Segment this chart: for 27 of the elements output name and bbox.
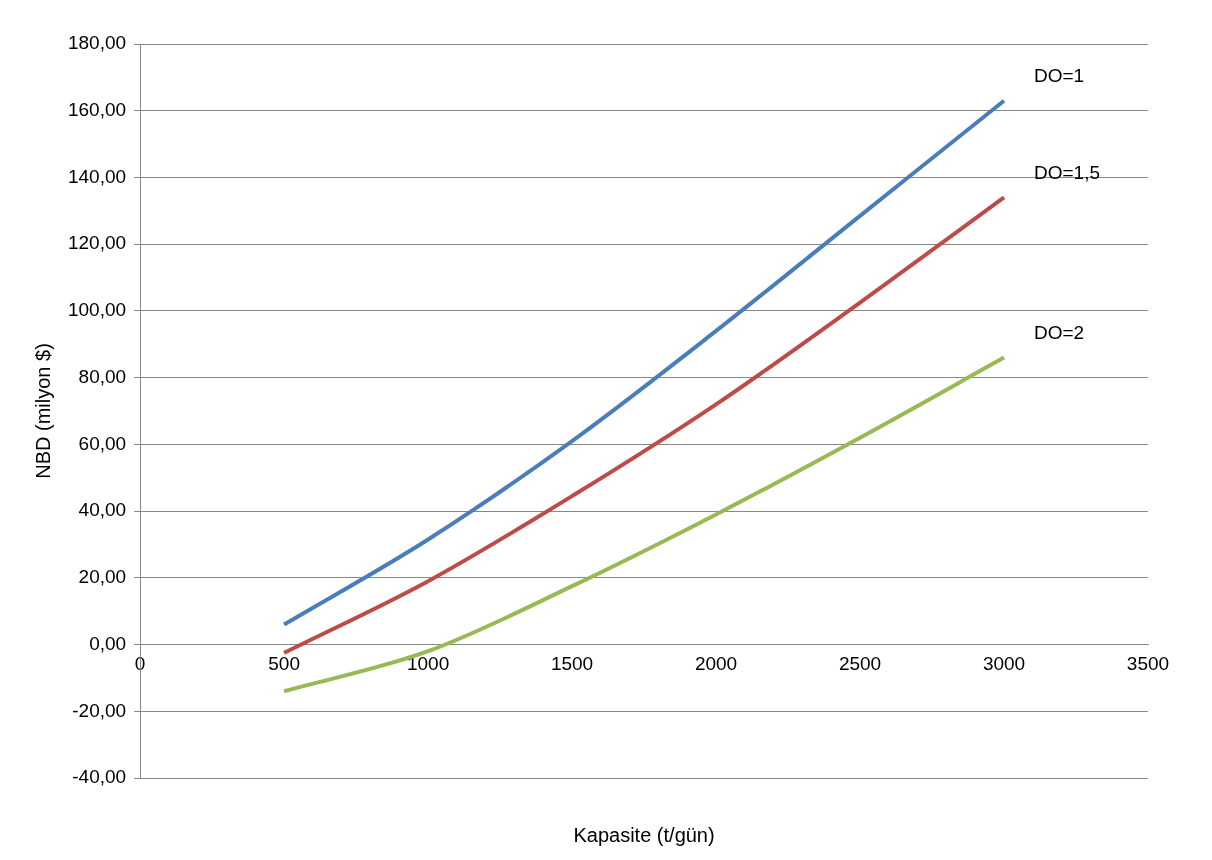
line-series [282,195,1007,655]
x-tick-label: 2500 [838,653,882,675]
x-tick-label: 3000 [982,653,1026,675]
x-axis-title: Kapasite (t/gün) [573,823,715,846]
y-tick-label: 60,00 [78,432,127,454]
y-tick-label: 160,00 [67,98,127,120]
x-tick-label: 1500 [550,653,594,675]
series-label: DO=2 [1034,321,1085,343]
y-tick-label: 80,00 [78,365,127,387]
y-tick-label: 0,00 [89,632,127,654]
x-tick-label: 1000 [406,653,450,675]
y-tick-label: -40,00 [72,766,127,788]
x-tick-label: 3500 [1126,653,1170,675]
y-tick-label: 120,00 [67,232,127,254]
y-axis-title: NBD (milyon $) [31,343,54,479]
series-label: DO=1 [1034,64,1085,86]
x-tick-label: 500 [268,653,300,675]
line-series [282,98,1007,627]
y-tick-label: 40,00 [78,499,127,521]
x-tick-label: 2000 [694,653,738,675]
y-tick-label: 100,00 [67,299,127,321]
x-tick-label: 0 [134,653,146,675]
y-tick-label: 20,00 [78,566,127,588]
y-tick-label: -20,00 [72,699,127,721]
y-tick-label: 180,00 [67,32,127,54]
series-label: DO=1,5 [1034,161,1101,183]
y-tick-label: 140,00 [67,165,127,187]
